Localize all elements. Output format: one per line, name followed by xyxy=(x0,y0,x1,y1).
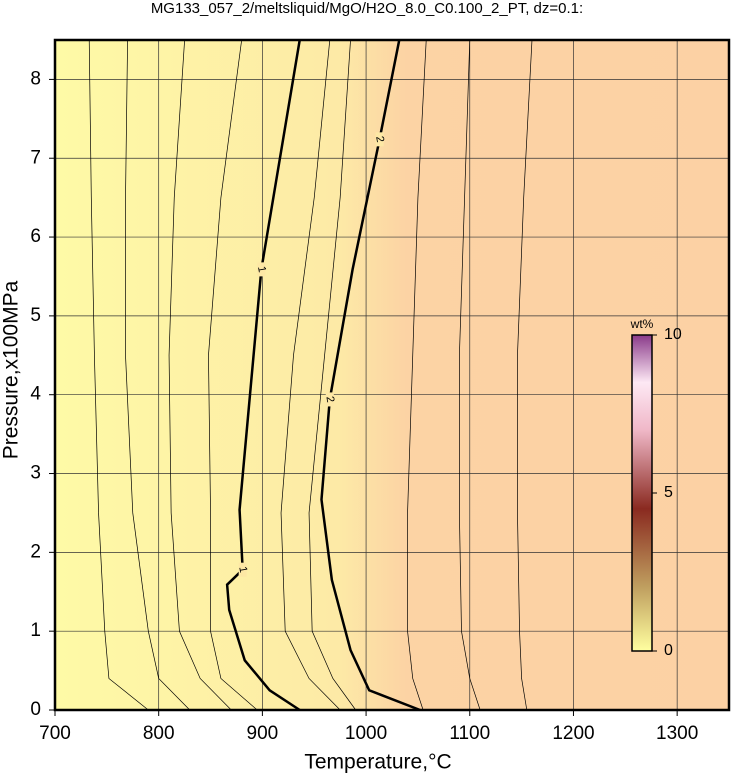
y-tick-label: 8 xyxy=(30,68,41,89)
contour-label: 2 xyxy=(373,135,386,143)
y-tick-label: 1 xyxy=(30,620,41,641)
y-axis-label: Pressure,x100MPa xyxy=(0,280,23,459)
contour-line xyxy=(517,39,533,711)
chart-title: MG133_057_2/meltsliquid/MgO/H2O_8.0_C0.1… xyxy=(151,0,583,17)
contour-line xyxy=(280,39,341,711)
x-axis-label: Temperature,°C xyxy=(304,751,451,774)
contour-label-bg xyxy=(257,262,266,277)
contour-line-major xyxy=(225,39,301,712)
contour-line xyxy=(308,39,356,711)
colorbar-tick-label: 10 xyxy=(664,326,682,343)
contour-line xyxy=(88,39,149,711)
x-tick-label: 1000 xyxy=(345,723,387,744)
y-tick-label: 2 xyxy=(30,541,41,562)
contour-label: 1 xyxy=(236,566,249,574)
y-tick-label: 5 xyxy=(30,305,41,326)
y-tick-label: 7 xyxy=(30,147,41,168)
colorbar-tick-label: 5 xyxy=(664,484,673,501)
contour-line xyxy=(168,39,232,711)
colorbar-tick-label: 0 xyxy=(664,642,673,659)
y-tick-label: 3 xyxy=(30,463,41,484)
x-tick-label: 1200 xyxy=(552,723,594,744)
contour-line xyxy=(459,39,481,711)
y-tick-label: 0 xyxy=(30,699,41,720)
contour-line xyxy=(208,39,258,711)
contour-label-bg xyxy=(238,562,247,577)
contour-label-bg xyxy=(325,392,334,407)
contour-line xyxy=(407,39,427,711)
contour-label: 1 xyxy=(255,265,268,273)
y-tick-label: 6 xyxy=(30,226,41,247)
contour-label-bg xyxy=(375,132,384,147)
x-tick-label: 1100 xyxy=(449,723,490,744)
x-tick-label: 1300 xyxy=(656,723,698,744)
colorbar xyxy=(631,334,653,652)
contour-line xyxy=(125,39,191,711)
contour-line-major xyxy=(320,39,421,712)
colorbar-label: wt% xyxy=(630,317,654,331)
x-tick-label: 700 xyxy=(39,723,71,744)
contour-label: 2 xyxy=(323,395,336,403)
x-tick-label: 800 xyxy=(143,723,175,744)
x-tick-label: 900 xyxy=(247,723,279,744)
plot-background xyxy=(55,40,729,710)
plot-frame xyxy=(53,38,731,712)
y-tick-label: 4 xyxy=(30,384,41,405)
